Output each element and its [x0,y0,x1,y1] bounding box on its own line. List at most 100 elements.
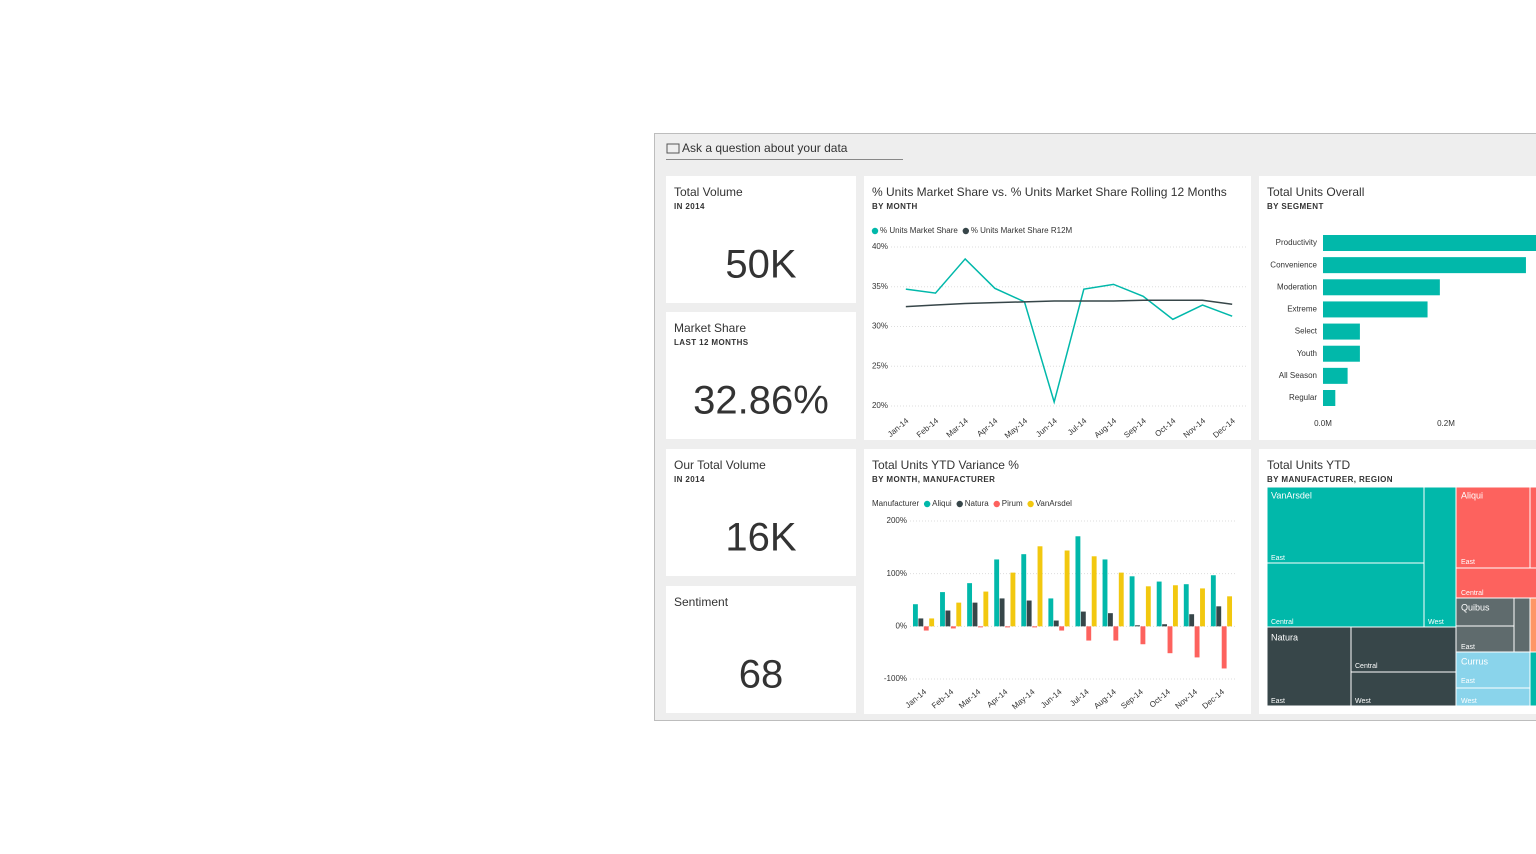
legend-marker [993,500,1000,508]
treemap-cell [1455,597,1515,627]
card-title: Market Share [674,321,746,335]
bar [1323,257,1526,274]
bar [1118,572,1124,627]
x-tick-label: 0.0M [1314,419,1332,428]
bar [999,598,1005,627]
bar [1113,626,1119,641]
bar [1210,575,1216,627]
treemap-cell [1455,625,1515,653]
treemap-label: Currus [1461,656,1489,666]
bar [912,604,918,627]
legend-marker [962,227,970,235]
bar [1194,626,1200,658]
bar [1200,588,1205,627]
legend-label: Aliqui [932,499,952,508]
y-tick-label: Moderation [1277,282,1317,291]
card-title: Total Volume [674,185,743,199]
bar [950,626,956,629]
treemap-label: West [1355,698,1371,705]
bar [1059,626,1065,631]
bar [1323,301,1428,318]
y-tick-label: 100% [887,569,907,578]
treemap-label: East [1271,698,1285,705]
card[interactable] [666,176,856,303]
treemap-label: Central [1271,619,1294,626]
treemap-cell [1423,486,1457,628]
treemap-cell [1513,597,1531,653]
tile-title: Total Units YTD [1267,458,1350,472]
bar [1323,235,1536,251]
legend-marker [923,500,931,508]
card[interactable] [666,449,856,576]
treemap-label: East [1461,559,1475,566]
bar [1086,626,1092,641]
treemap-cell [1529,486,1536,569]
x-tick-label: 0.2M [1437,419,1455,428]
y-tick-label: Select [1295,327,1318,336]
bar [1048,598,1054,627]
y-tick-label: -100% [884,674,907,683]
bar [1053,620,1059,627]
y-tick-label: Extreme [1287,305,1317,314]
card-value: 32.86% [693,379,829,423]
treemap-label: Central [1355,663,1378,670]
treemap-label: VanArsdel [1271,490,1312,500]
tile[interactable] [864,449,1251,714]
card-subtitle: IN 2014 [674,475,705,484]
legend-marker [956,500,963,508]
card-value: 50K [725,243,796,287]
treemap-cell [1455,486,1531,569]
legend-label: % Units Market Share [880,226,958,235]
legend-label: Pirum [1002,499,1023,508]
treemap-cell [1529,597,1536,653]
treemap-cell [1455,567,1536,599]
bar [1162,624,1168,627]
y-tick-label: 0% [895,621,907,630]
bar [1032,626,1038,628]
legend-label: VanArsdel [1036,499,1073,508]
legend-label: % Units Market Share R12M [971,226,1073,235]
bar [1037,546,1043,627]
tile-title: Total Units YTD Variance % [872,458,1019,472]
treemap-cell [1266,626,1352,707]
y-tick-label: 40% [872,242,888,251]
card-subtitle: IN 2014 [674,202,705,211]
bar [1323,323,1360,340]
bar [983,591,989,627]
bar [1183,584,1189,627]
bar [1026,600,1032,627]
treemap [1266,486,1536,707]
qna-placeholder[interactable]: Ask a question about your data [682,141,848,155]
legend-marker [871,227,879,235]
bar [1135,625,1140,627]
y-tick-label: Convenience [1270,260,1317,269]
treemap-cell [1455,651,1531,689]
card-title: Our Total Volume [674,458,766,472]
bar [929,618,935,627]
bar [994,559,1000,627]
card[interactable] [666,586,856,713]
tile-title: Total Units Overall [1267,185,1364,199]
tile-title: % Units Market Share vs. % Units Market … [872,185,1227,199]
legend-title: Manufacturer [872,499,919,508]
bar [1167,626,1173,654]
y-tick-label: 200% [887,516,907,525]
card[interactable] [666,312,856,439]
legend-marker [1027,500,1034,508]
bar [1172,585,1178,627]
y-tick-label: All Season [1279,371,1317,380]
treemap-label: Natura [1271,632,1298,642]
bar [945,610,951,627]
bar [1075,536,1081,627]
treemap-label: Quibus [1461,602,1490,612]
qna-box[interactable]: Ask a question about your data [666,141,903,160]
bar [1323,390,1336,406]
bar [1080,611,1086,627]
qna-icon [666,143,680,154]
tile[interactable] [864,176,1251,440]
bar [1227,596,1233,627]
bar [1216,606,1222,627]
bar [967,583,973,627]
card-value: 68 [739,653,784,697]
bar [1107,613,1113,627]
